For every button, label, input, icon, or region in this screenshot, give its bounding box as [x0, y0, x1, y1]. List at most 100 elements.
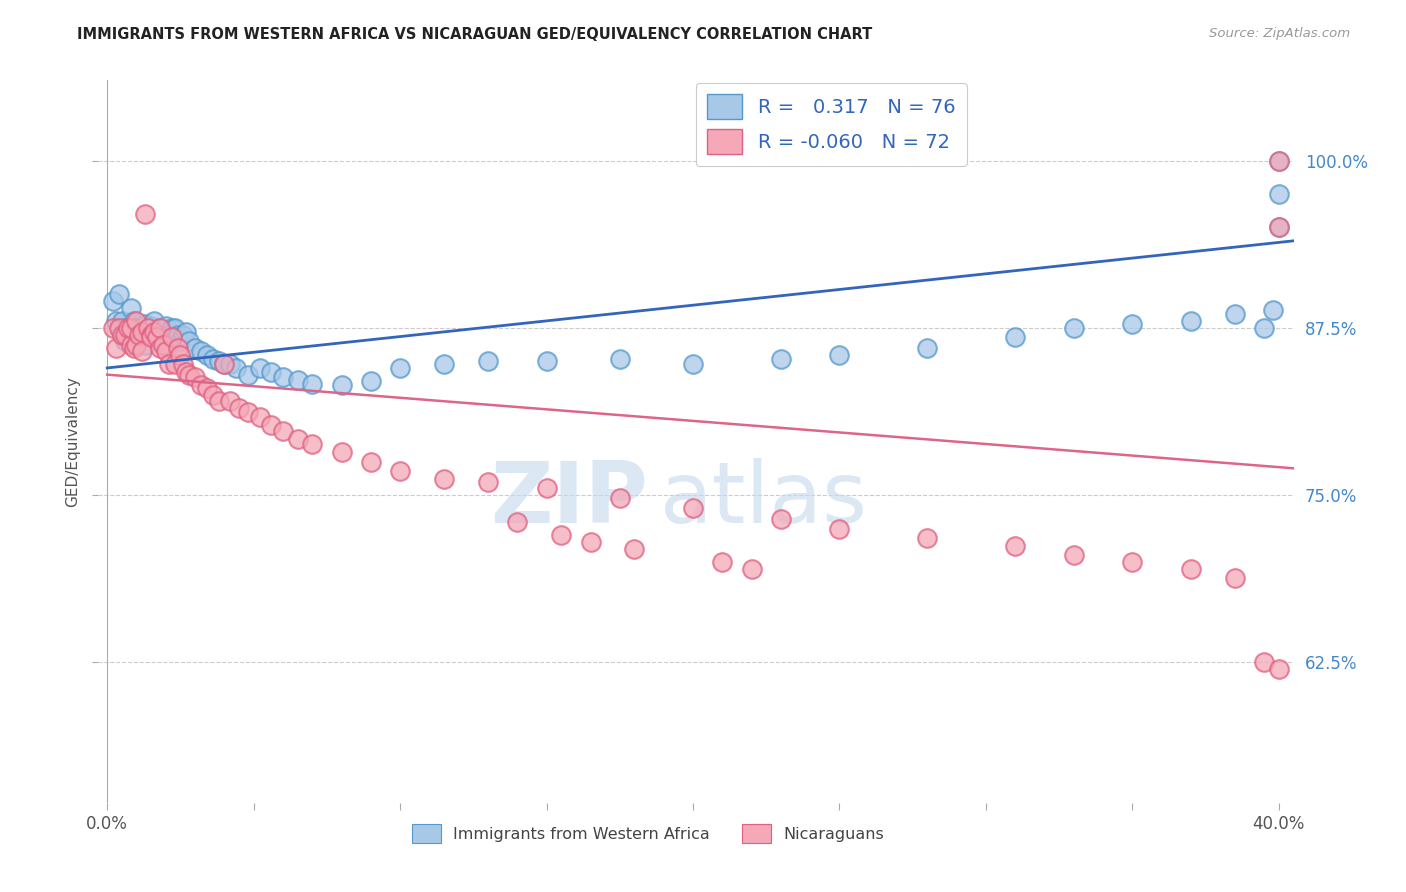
Point: [101, 321, 124, 335]
Point: [1004, 539, 1026, 553]
Point: [360, 455, 382, 469]
Point: [125, 330, 148, 344]
Point: [136, 321, 159, 335]
Point: [550, 528, 572, 542]
Point: [146, 330, 169, 344]
Point: [166, 341, 188, 355]
Point: [1268, 153, 1291, 168]
Point: [917, 341, 939, 355]
Point: [330, 378, 353, 392]
Point: [143, 325, 166, 339]
Point: [214, 357, 236, 371]
Point: [136, 327, 159, 342]
Point: [536, 354, 558, 368]
Point: [207, 354, 229, 368]
Point: [174, 325, 197, 339]
Point: [301, 377, 323, 392]
Point: [114, 321, 136, 335]
Point: [155, 343, 177, 358]
Point: [157, 357, 180, 371]
Point: [111, 327, 134, 342]
Point: [287, 373, 309, 387]
Point: [172, 357, 194, 371]
Point: [195, 348, 218, 362]
Point: [146, 325, 169, 339]
Point: [136, 321, 159, 335]
Point: [249, 361, 271, 376]
Point: [271, 370, 294, 384]
Point: [201, 351, 224, 366]
Point: [225, 361, 247, 376]
Point: [179, 368, 201, 382]
Point: [1004, 330, 1026, 344]
Point: [917, 531, 939, 545]
Point: [179, 334, 201, 349]
Point: [228, 401, 250, 416]
Point: [219, 357, 242, 371]
Point: [1121, 555, 1143, 569]
Point: [389, 464, 412, 478]
Point: [131, 325, 153, 339]
Point: [433, 472, 456, 486]
Point: [155, 330, 177, 344]
Point: [389, 361, 412, 376]
Point: [536, 482, 558, 496]
Point: [1180, 562, 1202, 576]
Point: [1268, 220, 1291, 235]
Point: [141, 330, 163, 344]
Point: [477, 475, 499, 489]
Point: [769, 512, 792, 526]
Point: [682, 357, 704, 371]
Point: [122, 321, 145, 335]
Point: [143, 314, 166, 328]
Point: [149, 321, 172, 335]
Point: [433, 357, 456, 371]
Point: [301, 437, 323, 451]
Point: [741, 562, 763, 576]
Point: [163, 357, 186, 371]
Point: [711, 555, 734, 569]
Point: [623, 541, 645, 556]
Point: [1268, 153, 1291, 168]
Text: atlas: atlas: [661, 458, 868, 541]
Point: [1261, 303, 1284, 318]
Point: [769, 351, 792, 366]
Point: [141, 319, 163, 334]
Point: [122, 341, 145, 355]
Point: [190, 378, 212, 392]
Point: [152, 338, 174, 352]
Point: [105, 341, 127, 355]
Point: [108, 321, 131, 335]
Point: [114, 327, 136, 342]
Point: [111, 327, 134, 342]
Point: [236, 368, 259, 382]
Point: [1268, 187, 1291, 202]
Point: [131, 321, 153, 335]
Point: [506, 515, 529, 529]
Point: [174, 365, 197, 379]
Point: [201, 388, 224, 402]
Text: Source: ZipAtlas.com: Source: ZipAtlas.com: [1209, 27, 1350, 40]
Point: [120, 338, 142, 352]
Point: [219, 394, 242, 409]
Point: [101, 294, 124, 309]
Point: [682, 501, 704, 516]
Point: [131, 343, 153, 358]
Point: [134, 207, 156, 221]
Point: [172, 327, 194, 342]
Text: ZIP: ZIP: [491, 458, 648, 541]
Point: [105, 314, 127, 328]
Point: [1223, 307, 1246, 322]
Point: [609, 351, 631, 366]
Point: [828, 522, 851, 536]
Point: [249, 410, 271, 425]
Point: [157, 327, 180, 342]
Point: [160, 330, 183, 344]
Point: [117, 321, 139, 335]
Point: [1223, 571, 1246, 585]
Point: [108, 287, 131, 301]
Point: [271, 424, 294, 438]
Point: [260, 418, 283, 433]
Point: [141, 327, 163, 342]
Point: [128, 321, 150, 335]
